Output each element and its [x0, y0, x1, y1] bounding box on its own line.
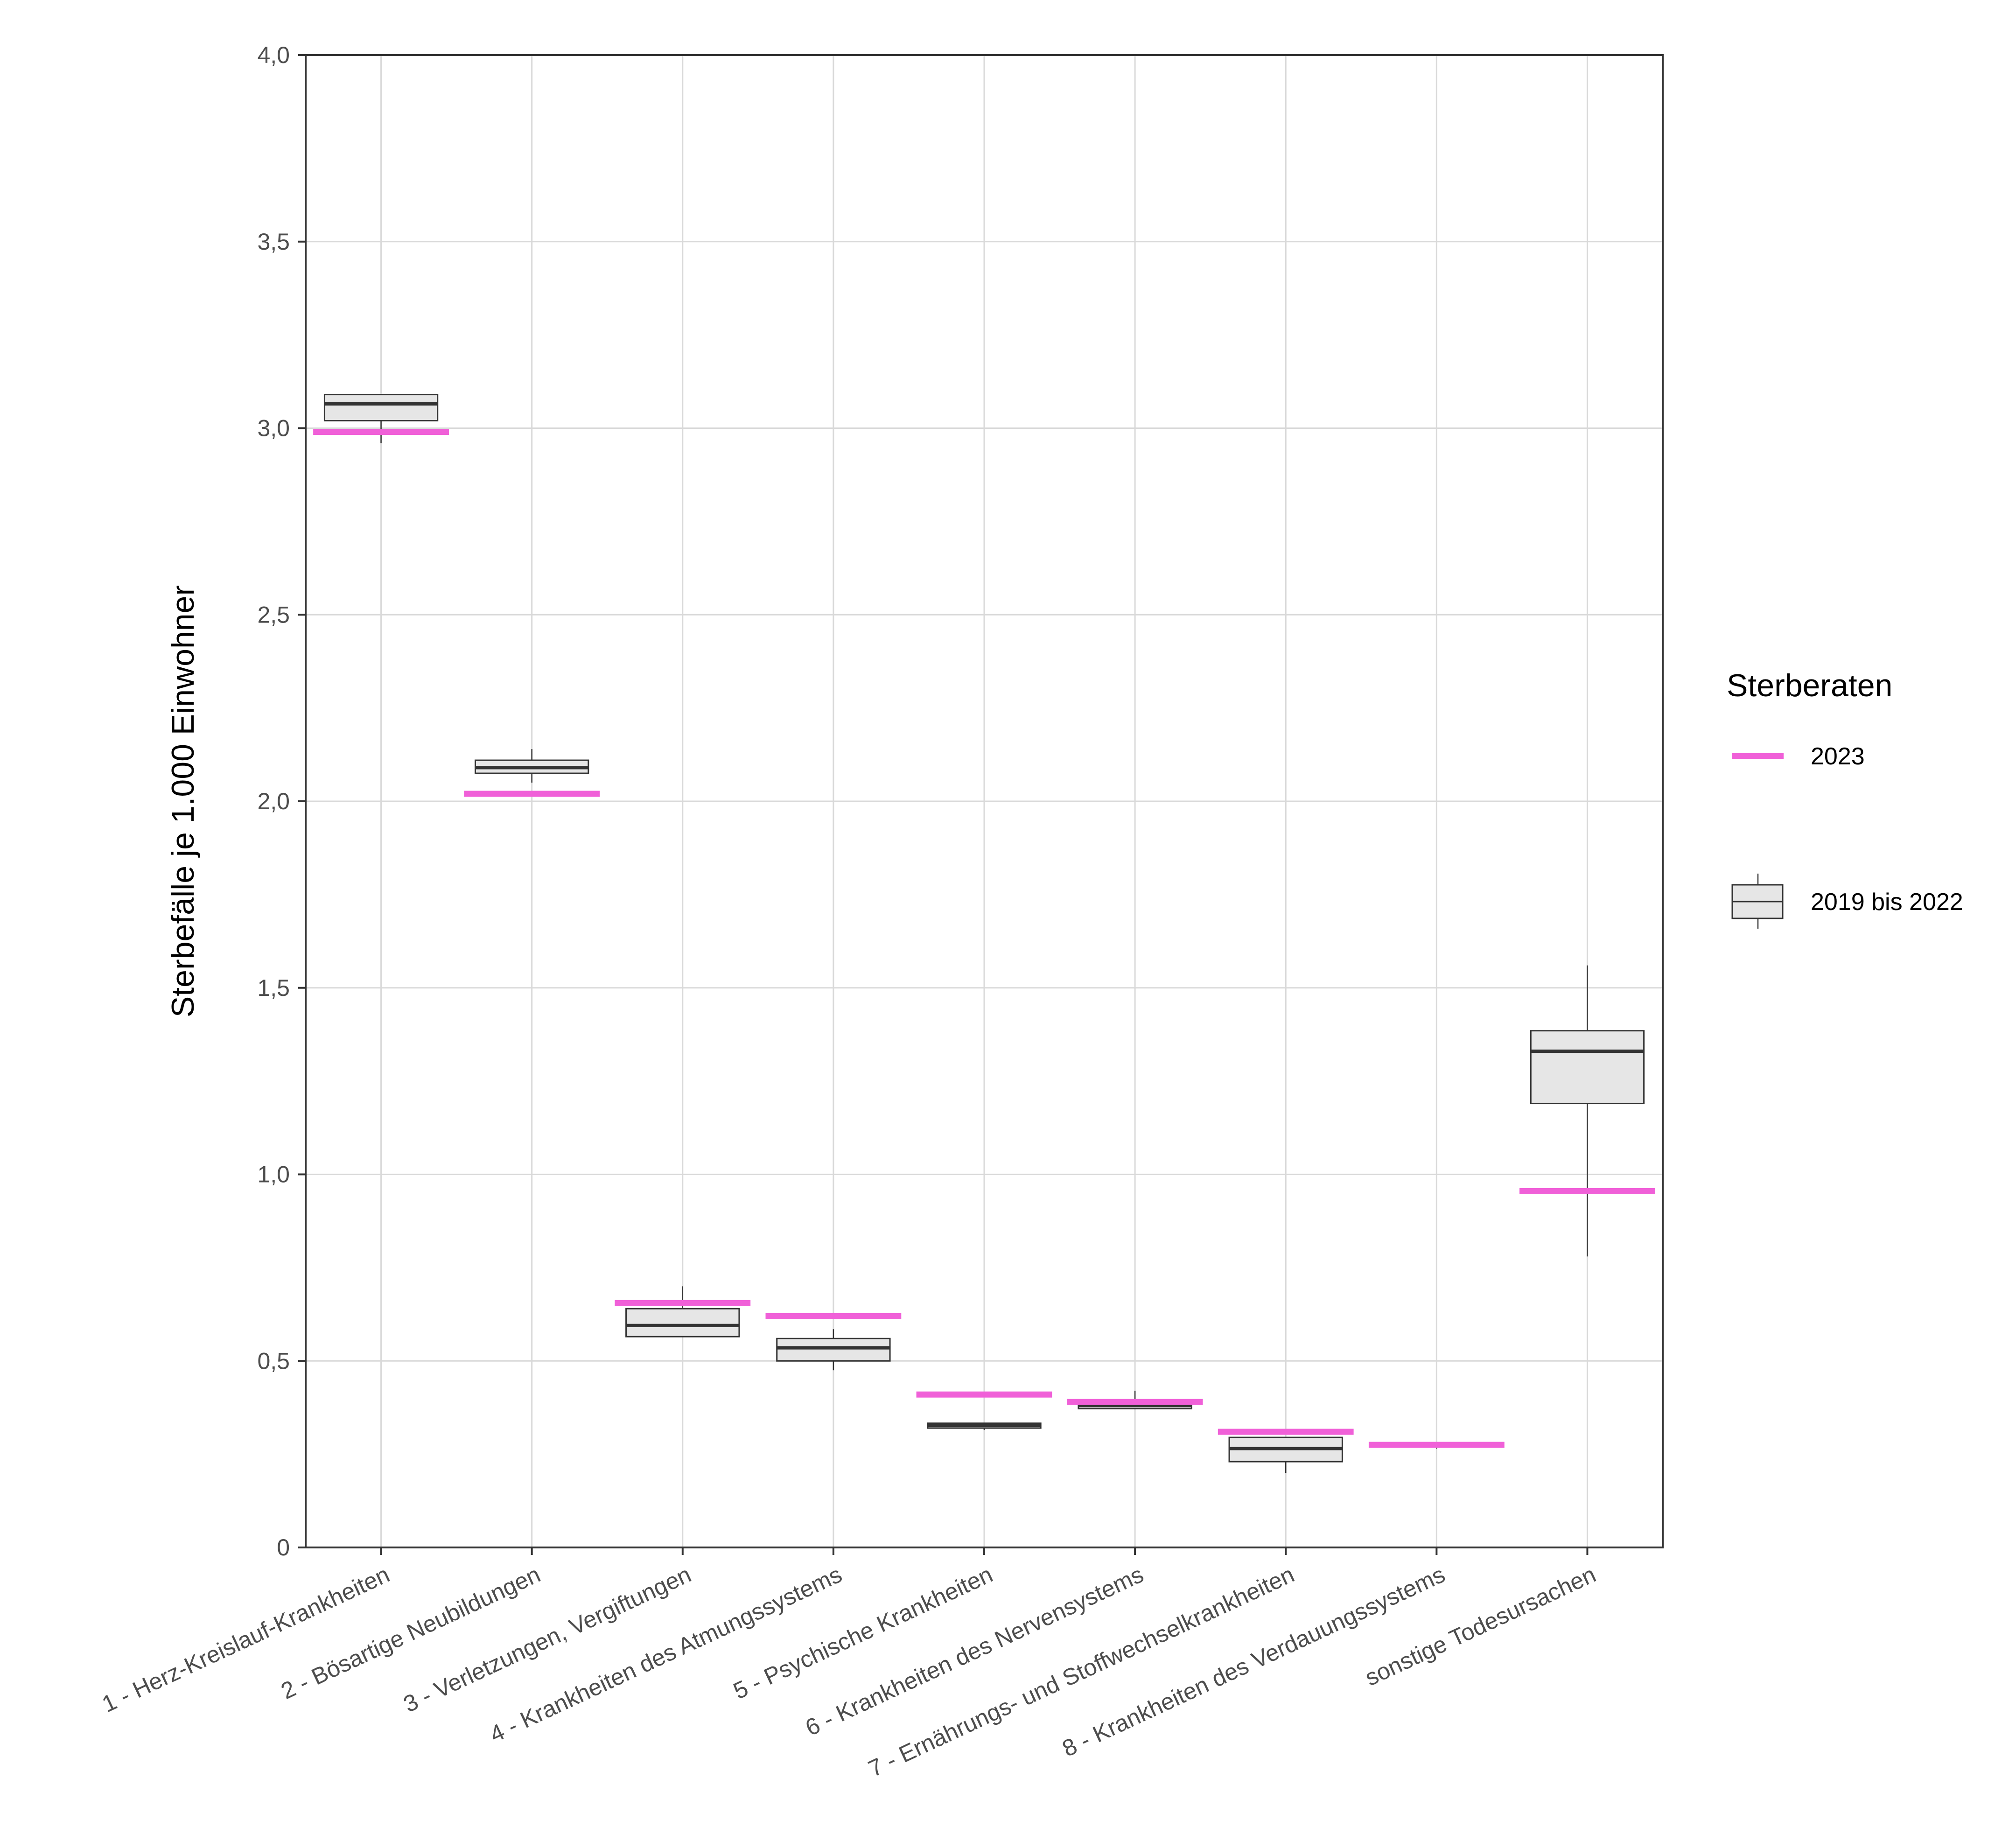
- box-8: [1530, 965, 1645, 1257]
- box-4: [927, 1422, 1042, 1430]
- y-tick-label-6: 3,0: [257, 415, 290, 441]
- y-tick-label-4: 2,0: [257, 788, 290, 814]
- legend-title: Sterberaten: [1727, 668, 1892, 703]
- y-tick-label-7: 3,5: [257, 229, 290, 255]
- box-rect-2: [625, 1308, 740, 1337]
- y-axis-title: Sterbefälle je 1.000 Einwohner: [165, 585, 201, 1017]
- box-3: [776, 1329, 891, 1371]
- box-6: [1228, 1436, 1343, 1473]
- legend: Sterberaten 2023 2019 bis 2022: [1727, 668, 1963, 929]
- box-rect-8: [1530, 1030, 1645, 1105]
- y-tick-label-3: 1,5: [257, 975, 290, 1001]
- y-tick-label-1: 0,5: [257, 1348, 290, 1374]
- y-tick-label-5: 2,5: [257, 602, 290, 628]
- legend-label-2019-2022: 2019 bis 2022: [1811, 889, 1963, 916]
- y-tick-label-2: 1,0: [257, 1162, 290, 1188]
- box-rect-0: [323, 394, 439, 422]
- segment-series-2023: [313, 428, 1655, 1448]
- y-tick-label-8: 4,0: [257, 42, 290, 68]
- legend-label-2023: 2023: [1811, 743, 1865, 770]
- grid-lines: [306, 54, 1663, 1548]
- box-rect-3: [776, 1337, 891, 1362]
- box-2: [625, 1286, 740, 1337]
- y-axis: 0 0,5 1,0 1,5 2,0 2,5 3,0 3,5 4,0: [257, 42, 306, 1561]
- y-tick-label-0: 0: [277, 1534, 290, 1561]
- box-1: [475, 749, 589, 783]
- legend-key-2019-2022: [1731, 874, 1784, 929]
- box-0: [323, 394, 439, 443]
